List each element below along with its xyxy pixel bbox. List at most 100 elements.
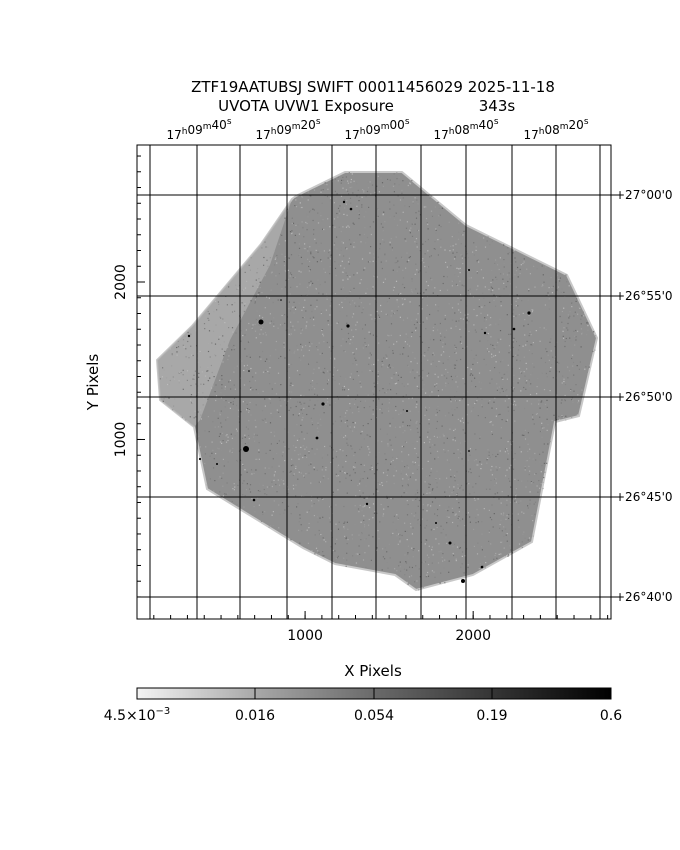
noise-pixel bbox=[405, 394, 407, 396]
noise-pixel bbox=[309, 260, 311, 263]
noise-pixel bbox=[362, 189, 364, 191]
noise-pixel bbox=[404, 321, 406, 323]
noise-pixel bbox=[281, 253, 283, 255]
noise-pixel bbox=[371, 289, 373, 292]
noise-pixel bbox=[319, 284, 321, 286]
noise-pixel bbox=[296, 424, 298, 426]
noise-pixel bbox=[339, 311, 341, 313]
noise-pixel bbox=[223, 399, 225, 401]
noise-pixel bbox=[490, 421, 492, 423]
noise-pixel bbox=[402, 197, 404, 199]
noise-pixel bbox=[342, 456, 344, 458]
noise-pixel bbox=[337, 207, 340, 209]
noise-pixel bbox=[275, 393, 278, 395]
noise-pixel bbox=[422, 369, 424, 372]
noise-pixel bbox=[390, 534, 392, 536]
noise-pixel bbox=[182, 369, 184, 371]
noise-pixel bbox=[411, 290, 413, 292]
noise-pixel bbox=[393, 288, 395, 290]
noise-pixel bbox=[318, 414, 321, 416]
noise-pixel bbox=[529, 503, 531, 505]
noise-pixel bbox=[377, 462, 379, 465]
noise-pixel bbox=[407, 364, 409, 366]
noise-pixel bbox=[190, 394, 193, 396]
noise-pixel bbox=[500, 502, 502, 504]
noise-pixel bbox=[207, 380, 209, 382]
noise-pixel bbox=[305, 327, 307, 329]
noise-pixel bbox=[372, 503, 375, 505]
noise-pixel bbox=[460, 486, 462, 488]
noise-pixel bbox=[330, 357, 332, 359]
ra-label-part: m bbox=[470, 122, 479, 132]
noise-pixel bbox=[403, 287, 406, 289]
noise-pixel bbox=[463, 230, 465, 232]
noise-pixel bbox=[347, 332, 350, 335]
noise-pixel bbox=[508, 272, 510, 274]
noise-pixel bbox=[289, 349, 291, 351]
noise-pixel bbox=[473, 242, 475, 244]
noise-pixel bbox=[182, 339, 185, 341]
noise-pixel bbox=[378, 209, 380, 211]
noise-pixel bbox=[559, 280, 561, 282]
noise-pixel bbox=[320, 312, 322, 315]
noise-pixel bbox=[221, 348, 223, 350]
noise-pixel bbox=[564, 394, 566, 397]
noise-pixel bbox=[587, 373, 589, 375]
noise-pixel bbox=[462, 509, 464, 511]
noise-pixel bbox=[425, 281, 428, 283]
noise-pixel bbox=[288, 377, 291, 379]
noise-pixel bbox=[470, 411, 472, 413]
noise-pixel bbox=[415, 318, 417, 320]
noise-pixel bbox=[372, 334, 374, 336]
noise-pixel bbox=[484, 305, 486, 307]
noise-pixel bbox=[386, 357, 388, 360]
noise-pixel bbox=[389, 531, 391, 533]
noise-pixel bbox=[248, 420, 250, 422]
noise-pixel bbox=[430, 471, 432, 474]
noise-pixel bbox=[221, 378, 223, 380]
noise-pixel bbox=[306, 286, 308, 288]
noise-pixel bbox=[400, 376, 402, 378]
noise-pixel bbox=[255, 469, 257, 471]
noise-pixel bbox=[412, 461, 414, 463]
noise-pixel bbox=[363, 464, 365, 466]
noise-pixel bbox=[561, 382, 563, 384]
noise-pixel bbox=[386, 474, 388, 476]
noise-pixel bbox=[505, 286, 507, 288]
noise-pixel bbox=[468, 277, 470, 279]
noise-pixel bbox=[454, 274, 456, 276]
noise-pixel bbox=[453, 543, 456, 545]
noise-pixel bbox=[381, 403, 383, 405]
noise-pixel bbox=[390, 238, 392, 240]
noise-pixel bbox=[430, 210, 433, 212]
noise-pixel bbox=[244, 303, 246, 305]
noise-pixel bbox=[539, 491, 541, 493]
noise-pixel bbox=[508, 528, 510, 530]
noise-pixel bbox=[419, 270, 421, 272]
noise-pixel bbox=[281, 455, 283, 457]
noise-pixel bbox=[341, 301, 343, 303]
noise-pixel bbox=[470, 368, 472, 370]
noise-pixel bbox=[575, 338, 577, 340]
noise-pixel bbox=[412, 549, 414, 551]
noise-pixel bbox=[289, 384, 291, 386]
noise-pixel bbox=[394, 312, 396, 314]
noise-pixel bbox=[295, 224, 297, 226]
noise-pixel bbox=[485, 488, 488, 490]
noise-pixel bbox=[294, 197, 296, 200]
noise-pixel bbox=[306, 213, 308, 216]
noise-pixel bbox=[404, 205, 406, 207]
noise-pixel bbox=[417, 505, 419, 507]
noise-pixel bbox=[233, 483, 235, 485]
noise-pixel bbox=[477, 394, 479, 396]
noise-pixel bbox=[272, 458, 274, 460]
noise-pixel bbox=[232, 408, 234, 410]
noise-pixel bbox=[231, 311, 234, 313]
noise-pixel bbox=[388, 410, 390, 412]
noise-pixel bbox=[415, 498, 417, 500]
noise-pixel bbox=[291, 217, 293, 219]
noise-pixel bbox=[316, 516, 318, 518]
noise-pixel bbox=[257, 392, 259, 394]
noise-pixel bbox=[419, 423, 421, 425]
noise-pixel bbox=[481, 549, 483, 551]
